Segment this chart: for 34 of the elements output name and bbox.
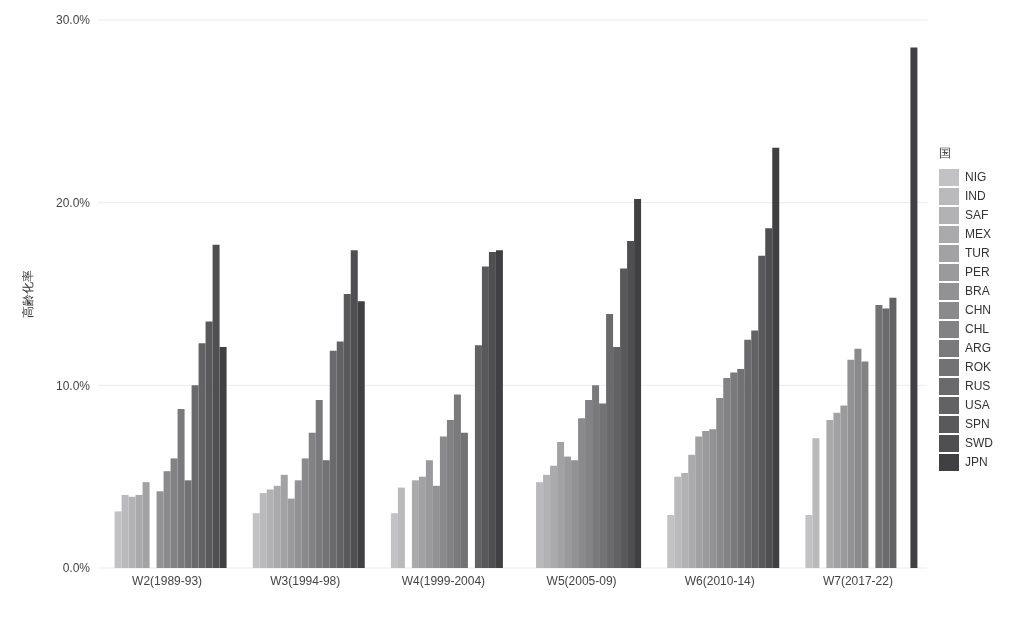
- legend-label: MEX: [965, 227, 992, 241]
- legend-label: RUS: [965, 379, 991, 393]
- x-tick-label: W6(2010-14): [684, 573, 755, 588]
- y-tick-label: 0.0%: [62, 561, 91, 576]
- bar: [495, 250, 503, 568]
- legend-label: JPN: [965, 455, 988, 469]
- legend-label: TUR: [965, 246, 990, 260]
- x-tick-label: W7(2017-22): [822, 573, 893, 588]
- legend-label: ROK: [965, 360, 992, 374]
- x-tick-label: W2(1989-93): [132, 573, 203, 588]
- bar: [910, 47, 918, 568]
- legend-label: USA: [965, 398, 990, 412]
- legend-label: IND: [965, 189, 986, 203]
- legend-title: 国: [939, 144, 952, 162]
- y-tick-label: 30.0%: [55, 13, 91, 28]
- x-tick-label: W4(1999-2004): [401, 573, 486, 588]
- legend-label: SPN: [965, 417, 990, 431]
- legend-label: BRA: [965, 284, 990, 298]
- y-tick-label: 20.0%: [55, 195, 91, 210]
- bar: [219, 346, 227, 568]
- legend-label: SAF: [965, 208, 989, 222]
- x-tick-label: W5(2005-09): [546, 573, 617, 588]
- legend-label: PER: [965, 265, 990, 279]
- x-tick-label: W3(1994-98): [270, 573, 341, 588]
- legend-label: CHN: [965, 303, 991, 317]
- legend-label: ARG: [965, 341, 992, 355]
- bar: [772, 147, 780, 568]
- y-axis-title: 高齢化率: [21, 270, 36, 318]
- legend-label: SWD: [965, 436, 993, 450]
- legend-label: NIG: [965, 170, 987, 184]
- y-tick-label: 10.0%: [55, 378, 91, 393]
- bar: [357, 301, 365, 568]
- legend-label: CHL: [965, 322, 990, 336]
- bar: [634, 199, 642, 568]
